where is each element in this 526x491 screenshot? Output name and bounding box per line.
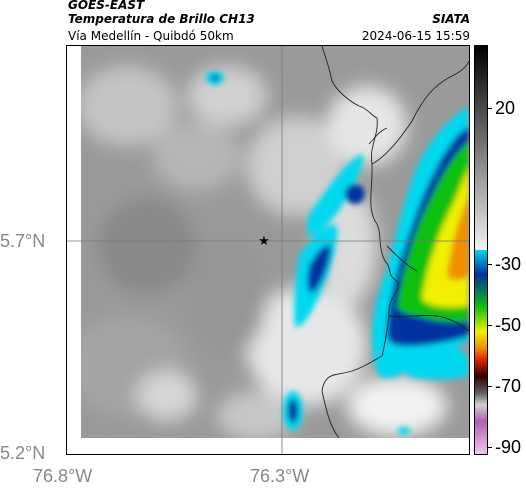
- datetime-label: 2024-06-15 15:59: [361, 29, 470, 43]
- colorbar-label-minus-30: -30: [495, 254, 522, 274]
- route-subtitle: Vía Medellín - Quibdó 50km: [68, 29, 234, 43]
- colorbar: [474, 45, 488, 455]
- colorbar-tick: [488, 108, 492, 109]
- colorbar-tick: [488, 264, 492, 265]
- colorbar-label-minus-50: -50: [495, 315, 522, 335]
- satellite-map[interactable]: ★: [66, 45, 470, 455]
- satellite-title: GOES-EAST: [68, 0, 145, 12]
- reference-grid: [67, 46, 469, 454]
- organization-label: SIATA: [432, 12, 470, 26]
- lat-label-5-7: 5.7°N: [0, 231, 46, 251]
- product-title: Temperatura de Brillo CH13: [68, 12, 255, 26]
- coastlines: [321, 46, 469, 439]
- lon-label-76-3: 76.3°W: [250, 466, 310, 486]
- colorbar-label-minus-90: -90: [495, 437, 522, 457]
- colorbar-tick: [488, 386, 492, 387]
- lon-label-76-8: 76.8°W: [33, 466, 93, 486]
- no-data-left: [67, 46, 81, 454]
- colorbar-label-20: 20: [495, 98, 516, 118]
- colorbar-tick: [488, 447, 492, 448]
- no-data-bottom: [67, 438, 469, 454]
- colorbar-tick: [488, 325, 492, 326]
- lat-label-5-2: 5.2°N: [0, 443, 46, 463]
- star-icon: ★: [258, 234, 270, 249]
- map-canvas: ★: [67, 46, 469, 454]
- colorbar-label-minus-70: -70: [495, 376, 522, 396]
- storm-cells: [206, 71, 469, 435]
